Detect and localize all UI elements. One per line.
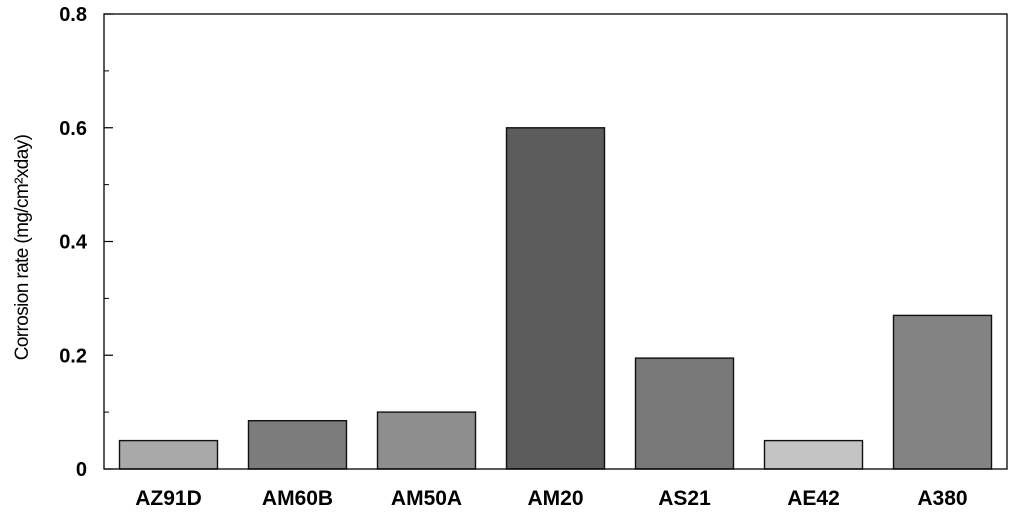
bar-am50a [376, 411, 477, 470]
y-tick-label: 0 [76, 459, 87, 481]
bar-am20 [505, 127, 606, 470]
x-tick-label: AS21 [658, 487, 711, 510]
y-tick-label: 0.6 [59, 118, 87, 140]
x-tick-label: AM20 [527, 487, 583, 510]
bar-az91d [118, 439, 219, 470]
bar-as21 [634, 357, 735, 470]
y-tick-label: 0.2 [59, 345, 87, 367]
bar-am60b [247, 420, 348, 470]
x-tick-label: A380 [917, 487, 967, 510]
y-tick-label: 0.8 [59, 4, 87, 26]
y-axis-ticks: 0 0.2 0.4 0.6 0.8 [59, 4, 113, 481]
bar-a380 [892, 314, 993, 470]
bars-group [118, 127, 993, 470]
x-tick-label: AM50A [391, 487, 462, 510]
y-tick-label: 0.4 [59, 232, 88, 254]
bar-ae42 [763, 439, 864, 470]
y-axis-title: Corrosion rate (mg/cm²xday) [12, 134, 33, 360]
x-tick-label: AM60B [262, 487, 333, 510]
x-tick-label: AE42 [787, 487, 840, 510]
x-tick-label: AZ91D [135, 487, 202, 510]
x-axis-labels: AZ91D AM60B AM50A AM20 AS21 AE42 A380 [135, 487, 967, 510]
